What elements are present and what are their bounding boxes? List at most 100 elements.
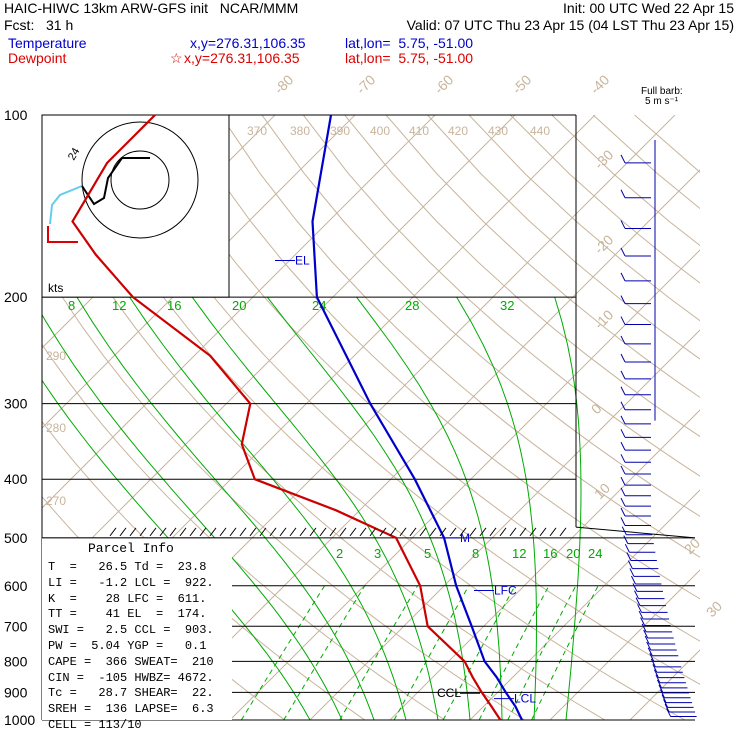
hatch-mark bbox=[339, 527, 347, 537]
theta-label: 290 bbox=[46, 349, 66, 363]
wind-barb-flag bbox=[620, 487, 626, 497]
dewpoint-latlon: lat,lon= 5.75, -51.00 bbox=[345, 50, 474, 66]
hatch-mark bbox=[519, 527, 527, 537]
isotherm-tick-label: -30 bbox=[591, 146, 617, 172]
theta-label: 380 bbox=[290, 124, 310, 138]
hatch-mark bbox=[399, 527, 407, 537]
theta-label: 390 bbox=[330, 124, 350, 138]
model-title: HAIC-HIWC 13km ARW-GFS init NCAR/MMM bbox=[4, 0, 299, 16]
moist-adiabat-label: 32 bbox=[500, 298, 514, 313]
hatch-mark bbox=[539, 527, 547, 537]
wind-barb-flag bbox=[620, 465, 626, 475]
hatch-mark bbox=[419, 527, 427, 537]
theta-label: 270 bbox=[46, 494, 66, 508]
valid-time: Valid: 07 UTC Thu 23 Apr 15 (04 LST Thu … bbox=[406, 17, 734, 33]
hatch-mark bbox=[359, 527, 367, 537]
ccl-label: CCL bbox=[437, 686, 461, 700]
parcel-info-row: K = 28 LFC = 611. bbox=[48, 591, 207, 606]
wind-barb-flag bbox=[620, 386, 626, 395]
barb-legend-line1: Full barb: bbox=[641, 86, 683, 97]
hodograph-units: kts bbox=[48, 281, 63, 295]
pressure-label: 1000 bbox=[4, 712, 35, 728]
dry-adiabat-line bbox=[510, 115, 700, 284]
dry-adiabat-line bbox=[427, 115, 700, 360]
wind-barb-flag bbox=[620, 370, 626, 380]
wind-barb-flag bbox=[620, 429, 626, 438]
hatch-mark bbox=[189, 527, 197, 537]
isotherm-tick-label: -40 bbox=[587, 71, 613, 97]
hatch-mark bbox=[199, 527, 207, 537]
dry-adiabat-line bbox=[178, 115, 700, 600]
wind-barb-flag bbox=[657, 679, 662, 689]
wind-barb-flag bbox=[620, 154, 626, 164]
wind-barb-flag bbox=[620, 401, 626, 410]
wind-barb-flag bbox=[661, 694, 667, 703]
hatch-mark bbox=[279, 527, 287, 537]
hatch-mark bbox=[119, 527, 127, 537]
wind-barb-flag bbox=[630, 575, 636, 585]
moist-adiabat-label: 20 bbox=[232, 298, 246, 313]
dry-adiabat-line bbox=[385, 115, 700, 399]
isotherm-line bbox=[469, 489, 700, 720]
parcel-info-row: Tc = 28.7 SHEAR= 22. bbox=[48, 686, 214, 701]
dry-adiabat-line bbox=[261, 115, 700, 517]
wind-barb-flag bbox=[632, 583, 638, 592]
hatch-mark bbox=[229, 527, 237, 537]
hatch-mark bbox=[559, 527, 567, 537]
wind-barb-flag bbox=[666, 708, 672, 717]
isotherm-line bbox=[389, 409, 700, 720]
mixing-ratio-line bbox=[240, 585, 326, 720]
mixing-ratio-label: 20 bbox=[566, 546, 580, 561]
pressure-label: 500 bbox=[4, 530, 28, 546]
mixing-ratio-label: 8 bbox=[472, 546, 479, 561]
isotherm-line bbox=[42, 115, 516, 589]
hodograph-trace-low bbox=[47, 226, 78, 243]
wind-barb-flag bbox=[660, 689, 665, 699]
parcel-info-title: Parcel Info bbox=[88, 541, 174, 556]
hatch-mark bbox=[309, 527, 317, 537]
dry-adiabat-line bbox=[551, 115, 700, 247]
dry-adiabat-line bbox=[302, 115, 700, 477]
temperature-latlon: lat,lon= 5.75, -51.00 bbox=[345, 35, 474, 51]
dewpoint-legend-label: Dewpoint bbox=[8, 50, 67, 66]
theta-label: 440 bbox=[530, 124, 550, 138]
wind-barb-flag bbox=[620, 220, 626, 229]
isotherm-tick-label: -50 bbox=[509, 71, 535, 97]
mixing-ratio-label: 12 bbox=[512, 546, 526, 561]
wind-barb-flag bbox=[647, 647, 653, 656]
mixing-ratio-line bbox=[339, 585, 419, 720]
hatch-mark bbox=[529, 527, 537, 537]
frame-right-diagonal bbox=[575, 526, 696, 539]
pressure-label: 800 bbox=[4, 653, 28, 669]
wind-barb-flag bbox=[653, 669, 659, 678]
wind-barb-flag bbox=[627, 560, 633, 569]
hatch-mark bbox=[299, 527, 307, 537]
parcel-info-row: LI = -1.2 LCL = 922. bbox=[48, 575, 214, 590]
theta-label: 430 bbox=[488, 124, 508, 138]
isotherm-tick-label: -80 bbox=[271, 71, 297, 97]
isotherm-line bbox=[229, 249, 700, 720]
isotherm-line bbox=[629, 649, 700, 720]
wind-barb-flag bbox=[620, 247, 626, 257]
wind-barb-flag bbox=[620, 497, 626, 507]
hatch-mark bbox=[369, 527, 377, 537]
theta-label: 280 bbox=[46, 421, 66, 435]
wind-barb-flag bbox=[663, 699, 669, 708]
mixing-ratio-label: 3 bbox=[374, 546, 381, 561]
hatch-mark bbox=[139, 527, 147, 537]
wind-barb-flag bbox=[620, 517, 626, 526]
isotherm-line bbox=[710, 115, 740, 720]
moist-adiabat-label: 12 bbox=[112, 298, 126, 313]
wind-barb-flag bbox=[620, 272, 626, 282]
moist-adiabat-line bbox=[266, 296, 471, 720]
init-time: Init: 00 UTC Wed 22 Apr 15 bbox=[563, 0, 734, 16]
hatch-mark bbox=[389, 527, 397, 537]
dry-adiabat-line bbox=[95, 115, 700, 685]
wind-barb-flag bbox=[620, 476, 626, 486]
hatch-mark bbox=[159, 527, 167, 537]
moist-adiabat-label: 16 bbox=[167, 298, 181, 313]
temperature-legend-label: Temperature bbox=[8, 35, 87, 51]
hatch-mark bbox=[249, 527, 257, 537]
pressure-label: 600 bbox=[4, 578, 28, 594]
